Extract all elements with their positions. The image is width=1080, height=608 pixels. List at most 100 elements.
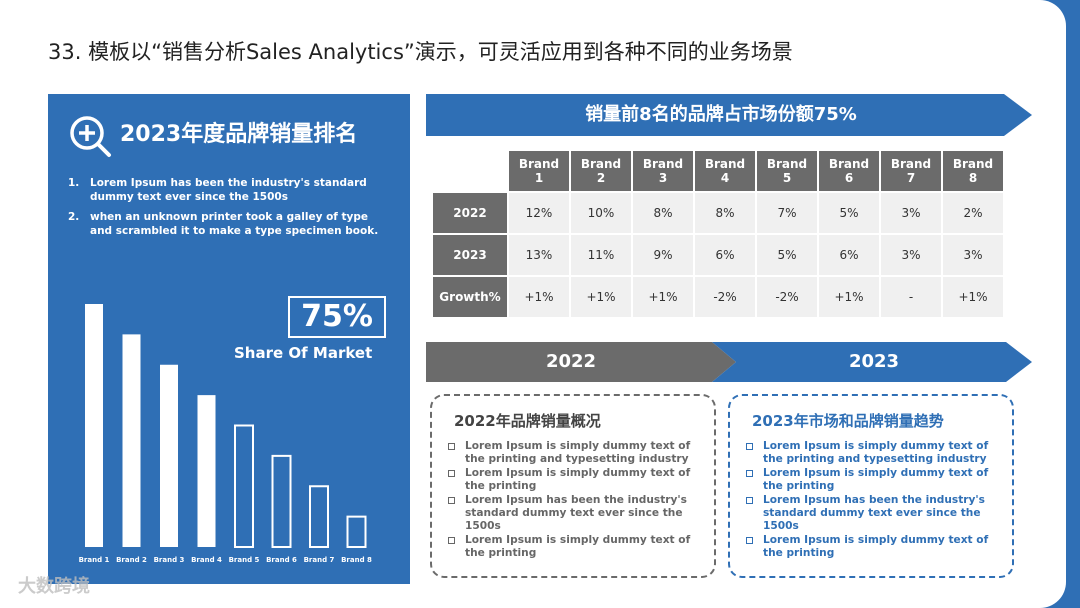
market-share-value: 75% — [288, 296, 386, 338]
table-cell: 5% — [757, 235, 817, 275]
checkbox-bullet-icon — [746, 469, 753, 477]
brand-column-header: Brand 5 — [757, 151, 817, 191]
point-number: 1. — [68, 177, 80, 189]
list-item: Lorem Ipsum has been the industry's stan… — [744, 494, 1000, 534]
bar-label: Brand 3 — [154, 556, 185, 564]
brand-column-header: Brand 3 — [633, 151, 693, 191]
list-item: Lorem Ipsum has been the industry's stan… — [446, 494, 702, 534]
checkbox-bullet-icon — [448, 536, 455, 544]
brand-column-header: Brand 1 — [509, 151, 569, 191]
ranking-point: 2. when an unknown printer took a galley… — [68, 210, 388, 238]
checkbox-bullet-icon — [746, 496, 753, 504]
table-cell: +1% — [633, 277, 693, 317]
point-text: when an unknown printer took a galley of… — [90, 211, 379, 237]
row-header: Growth% — [433, 277, 507, 317]
brand-column-header: Brand 7 — [881, 151, 941, 191]
table-cell: 8% — [695, 193, 755, 233]
checkbox-bullet-icon — [746, 536, 753, 544]
list-item: Lorem Ipsum is simply dummy text of the … — [446, 467, 702, 494]
trend-2023-box: 2023年市场和品牌销量趋势 Lorem Ipsum is simply dum… — [728, 394, 1014, 578]
ranking-points: 1. Lorem Ipsum has been the industry's s… — [68, 176, 388, 244]
table-row: Growth% +1% +1% +1% -2% -2% +1% - +1% — [433, 277, 1003, 317]
table-cell: -2% — [695, 277, 755, 317]
slide-title: 33. 模板以“销售分析Sales Analytics”演示，可灵活应用到各种不… — [48, 40, 793, 64]
ranking-point: 1. Lorem Ipsum has been the industry's s… — [68, 176, 388, 204]
list-item: Lorem Ipsum is simply dummy text of the … — [744, 440, 1000, 467]
ranking-title: 2023年度品牌销量排名 — [120, 122, 358, 147]
table-cell: 6% — [819, 235, 879, 275]
brand-column-header: Brand 4 — [695, 151, 755, 191]
ranking-panel: 2023年度品牌销量排名 1. Lorem Ipsum has been the… — [48, 94, 410, 584]
checkbox-bullet-icon — [448, 443, 455, 450]
table-cell: 7% — [757, 193, 817, 233]
list-item: Lorem Ipsum is simply dummy text of the … — [446, 534, 702, 561]
bar-brand-7 — [309, 485, 329, 548]
brand-column-header: Brand 2 — [571, 151, 631, 191]
checkbox-bullet-icon — [746, 443, 753, 450]
checkbox-bullet-icon — [448, 469, 455, 477]
table-cell: 12% — [509, 193, 569, 233]
market-header-text: 销量前8名的品牌占市场份额75% — [585, 104, 857, 125]
table-cell: +1% — [943, 277, 1003, 317]
checkbox-bullet-icon — [448, 496, 455, 504]
table-cell: 6% — [695, 235, 755, 275]
point-text: Lorem Ipsum has been the industry's stan… — [90, 177, 367, 203]
table-cell: 2% — [943, 193, 1003, 233]
bar-brand-3 — [160, 364, 178, 547]
table-cell: 3% — [881, 235, 941, 275]
list-item: Lorem Ipsum is simply dummy text of the … — [744, 467, 1000, 494]
trend-2023-title: 2023年市场和品牌销量趋势 — [752, 412, 944, 430]
bar-label: Brand 8 — [341, 556, 372, 564]
bar-brand-4 — [197, 395, 216, 547]
table-row: 2022 12% 10% 8% 8% 7% 5% 3% 2% — [433, 193, 1003, 233]
table-cell: 3% — [881, 193, 941, 233]
market-share-label: Share Of Market — [234, 344, 373, 362]
table-cell: 9% — [633, 235, 693, 275]
table-cell: 13% — [509, 235, 569, 275]
table-cell: - — [881, 277, 941, 317]
table-cell: 10% — [571, 193, 631, 233]
table-corner — [433, 151, 507, 191]
magnifier-plus-icon — [70, 116, 111, 157]
table-header-row: Brand 1 Brand 2 Brand 3 Brand 4 Brand 5 Brand… — [433, 151, 1003, 191]
bar-brand-1 — [85, 304, 103, 547]
table-cell: +1% — [571, 277, 631, 317]
summary-2022-box: 2022年品牌销量概况 Lorem Ipsum is simply dummy … — [430, 394, 716, 578]
table-cell: 8% — [633, 193, 693, 233]
point-number: 2. — [68, 211, 80, 223]
year-2022-arrow — [426, 342, 736, 382]
bar-label: Brand 1 — [79, 556, 110, 564]
list-item: Lorem Ipsum is simply dummy text of the … — [446, 440, 702, 467]
list-item: Lorem Ipsum is simply dummy text of the … — [744, 534, 1000, 561]
table-cell: +1% — [509, 277, 569, 317]
bar-label: Brand 2 — [116, 556, 147, 564]
brand-column-header: Brand 8 — [943, 151, 1003, 191]
bar-brand-8 — [346, 515, 367, 548]
year-2023-label: 2023 — [848, 351, 900, 372]
bar-brand-6 — [271, 454, 292, 548]
bar-label: Brand 6 — [266, 556, 297, 564]
trend-2023-list: Lorem Ipsum is simply dummy text of the … — [744, 440, 1000, 561]
summary-2022-title: 2022年品牌销量概况 — [454, 412, 601, 430]
right-edge-decoration — [1036, 0, 1080, 608]
market-header-banner — [426, 94, 1032, 136]
table-cell: 11% — [571, 235, 631, 275]
table-cell: 3% — [943, 235, 1003, 275]
bar-label: Brand 7 — [304, 556, 335, 564]
row-header: 2022 — [433, 193, 507, 233]
row-header: 2023 — [433, 235, 507, 275]
brand-column-header: Brand 6 — [819, 151, 879, 191]
year-2022-label: 2022 — [545, 351, 597, 372]
table-cell: +1% — [819, 277, 879, 317]
table-row: 2023 13% 11% 9% 6% 5% 6% 3% 3% — [433, 235, 1003, 275]
market-share-table: Brand 1 Brand 2 Brand 3 Brand 4 Brand 5 Brand… — [431, 149, 1005, 319]
watermark-logo: 大数跨境 — [18, 576, 90, 597]
table-cell: -2% — [757, 277, 817, 317]
bar-brand-5 — [234, 424, 254, 548]
year-2023-arrow — [712, 342, 1032, 382]
summary-2022-list: Lorem Ipsum is simply dummy text of the … — [446, 440, 702, 561]
table-cell: 5% — [819, 193, 879, 233]
bar-brand-2 — [122, 334, 141, 547]
brand-ranking-bar-chart: Brand 1 Brand 2 Brand 3 Brand 4 Brand 5 Brand… — [79, 304, 372, 564]
bar-label: Brand 5 — [229, 556, 260, 564]
